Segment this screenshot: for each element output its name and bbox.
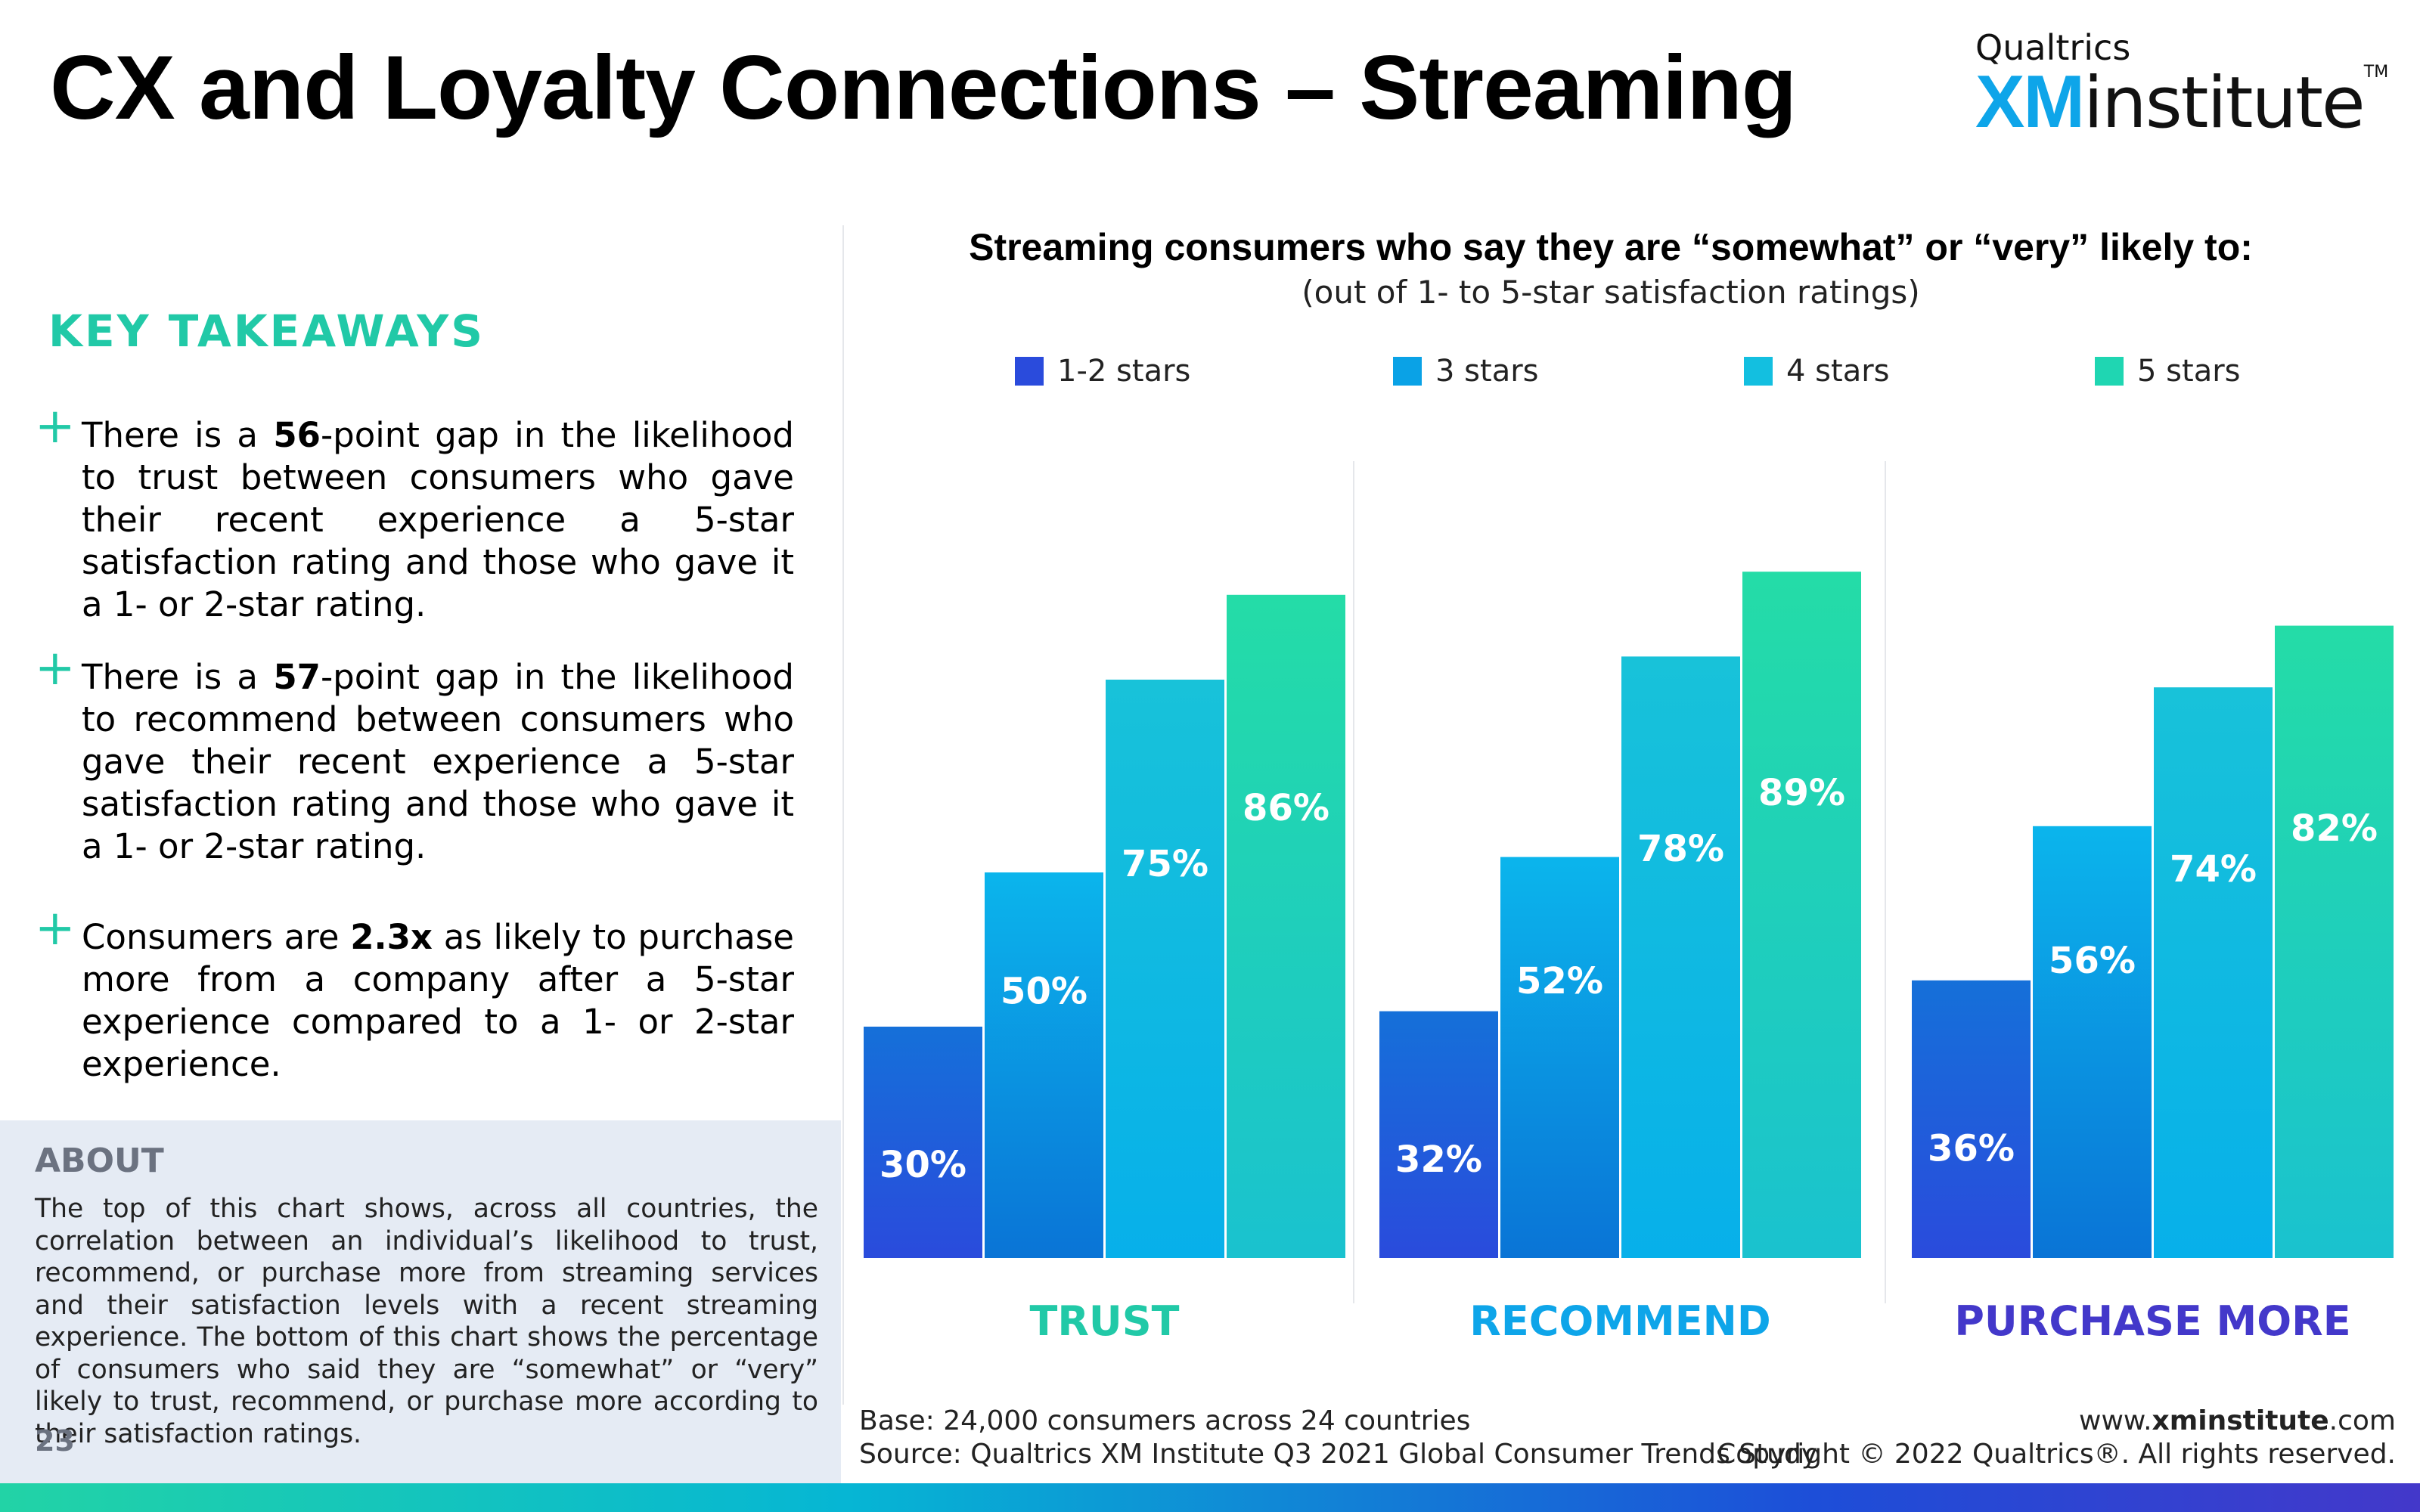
vertical-divider [842,225,844,1405]
bar-value-label: 74% [2170,848,2257,891]
bar-purchase-more-3-stars [2033,826,2152,1258]
bar-recommend-1-2-stars [1379,1011,1498,1258]
legend-swatch [1393,357,1422,386]
legend-item-3-stars: 3 stars [1393,354,1538,389]
takeaway-item: + Consumers are 2.3x as likely to purcha… [33,904,794,1086]
bar-trust-4-stars [1106,680,1224,1258]
key-takeaways-heading: KEY TAKEAWAYS [48,305,486,357]
chart-title: Streaming consumers who say they are “so… [969,226,2253,268]
takeaway-text-post: as likely to purchase more from a compan… [82,917,794,1084]
bar-trust-5-stars [1227,594,1345,1258]
bar-value-label: 36% [1928,1127,2015,1170]
bar-value-label: 56% [2049,940,2136,982]
bar-value-label: 50% [1001,970,1087,1012]
logo-main: XMinstituteTM [1975,64,2388,139]
bar-trust-1-2-stars [864,1027,982,1258]
footer-base-text: Base: 24,000 consumers across 24 countri… [859,1405,1471,1436]
legend-item-1-2-stars: 1-2 stars [1015,354,1190,389]
bar-recommend-3-stars [1500,857,1619,1258]
bar-purchase-more-1-2-stars [1912,980,2031,1258]
footer-url-post: .com [2328,1405,2396,1436]
takeaway-highlight: 56 [273,415,321,455]
chart-subtitle: (out of 1- to 5-star satisfaction rating… [1302,274,1920,311]
legend-item-4-stars: 4 stars [1744,354,1889,389]
legend-swatch [2095,357,2124,386]
category-label: PURCHASE MORE [1954,1297,2350,1345]
takeaway-item: + There is a 56-point gap in the likelih… [33,402,794,626]
takeaway-highlight: 2.3x [350,917,433,957]
about-text: The top of this chart shows, across all … [35,1194,818,1449]
bar-purchase-more-5-stars [2275,625,2394,1258]
takeaways-list: + There is a 56-point gap in the likelih… [33,402,794,1086]
logo-xm-text: XM [1975,60,2085,144]
takeaway-highlight: 57 [273,657,321,697]
bottom-gradient-bar [0,1483,2420,1512]
legend-swatch [1744,357,1773,386]
legend-swatch [1015,357,1044,386]
bar-value-label: 78% [1637,828,1724,870]
about-heading: ABOUT [35,1142,164,1180]
page-title: CX and Loyalty Connections – Streaming [50,37,1797,138]
footer-url-bold: xminstitute [2152,1405,2329,1436]
bar-value-label: 30% [880,1144,966,1186]
legend-label: 5 stars [2137,354,2241,389]
logo-tm-text: TM [2363,63,2389,82]
bar-value-label: 82% [2291,807,2378,850]
legend-item-5-stars: 5 stars [2095,354,2240,389]
plus-icon: + [35,640,76,696]
category-label: RECOMMEND [1469,1297,1770,1345]
about-panel: ABOUT The top of this chart shows, acros… [0,1120,841,1483]
logo-qualtrics-text: Qualtrics [1975,27,2131,68]
legend-label: 1-2 stars [1057,354,1191,389]
takeaway-text-post: -point gap in the likelihood to recommen… [82,657,794,866]
takeaway-text-pre: Consumers are [82,917,351,957]
bar-value-label: 32% [1395,1139,1482,1181]
takeaway-text-post: -point gap in the likelihood to trust be… [82,415,794,624]
footer-source-text: Source: Qualtrics XM Institute Q3 2021 G… [859,1439,1818,1470]
footer-right: www.xminstitute.com Copyright © 2022 Qua… [1717,1405,2396,1471]
legend-label: 4 stars [1786,354,1890,389]
bar-purchase-more-4-stars [2154,687,2273,1258]
bar-value-label: 52% [1516,960,1603,1002]
category-label: TRUST [1030,1297,1180,1345]
takeaway-item: + There is a 57-point gap in the likelih… [33,644,794,868]
bar-recommend-4-stars [1621,656,1740,1258]
page-number: 23 [35,1424,75,1458]
takeaway-text-pre: There is a [82,415,274,455]
footer-source: Base: 24,000 consumers across 24 countri… [859,1405,1817,1471]
footer-url[interactable]: www.xminstitute.com [1717,1405,2396,1438]
qualtrics-xm-institute-logo: Qualtrics XMinstituteTM [1975,27,2388,139]
footer-copyright: Copyright © 2022 Qualtrics®. All rights … [1717,1439,2396,1470]
plus-icon: + [35,900,76,956]
plus-icon: + [35,398,76,454]
footer-url-pre: www. [2079,1405,2152,1436]
bar-trust-3-stars [985,872,1103,1258]
bar-value-label: 86% [1243,787,1329,829]
bar-recommend-5-stars [1742,572,1861,1258]
legend-label: 3 stars [1435,354,1539,389]
takeaway-text-pre: There is a [82,657,274,697]
bar-value-label: 75% [1122,843,1208,885]
bar-value-label: 89% [1758,772,1845,814]
logo-institute-text: institute [2083,62,2366,145]
